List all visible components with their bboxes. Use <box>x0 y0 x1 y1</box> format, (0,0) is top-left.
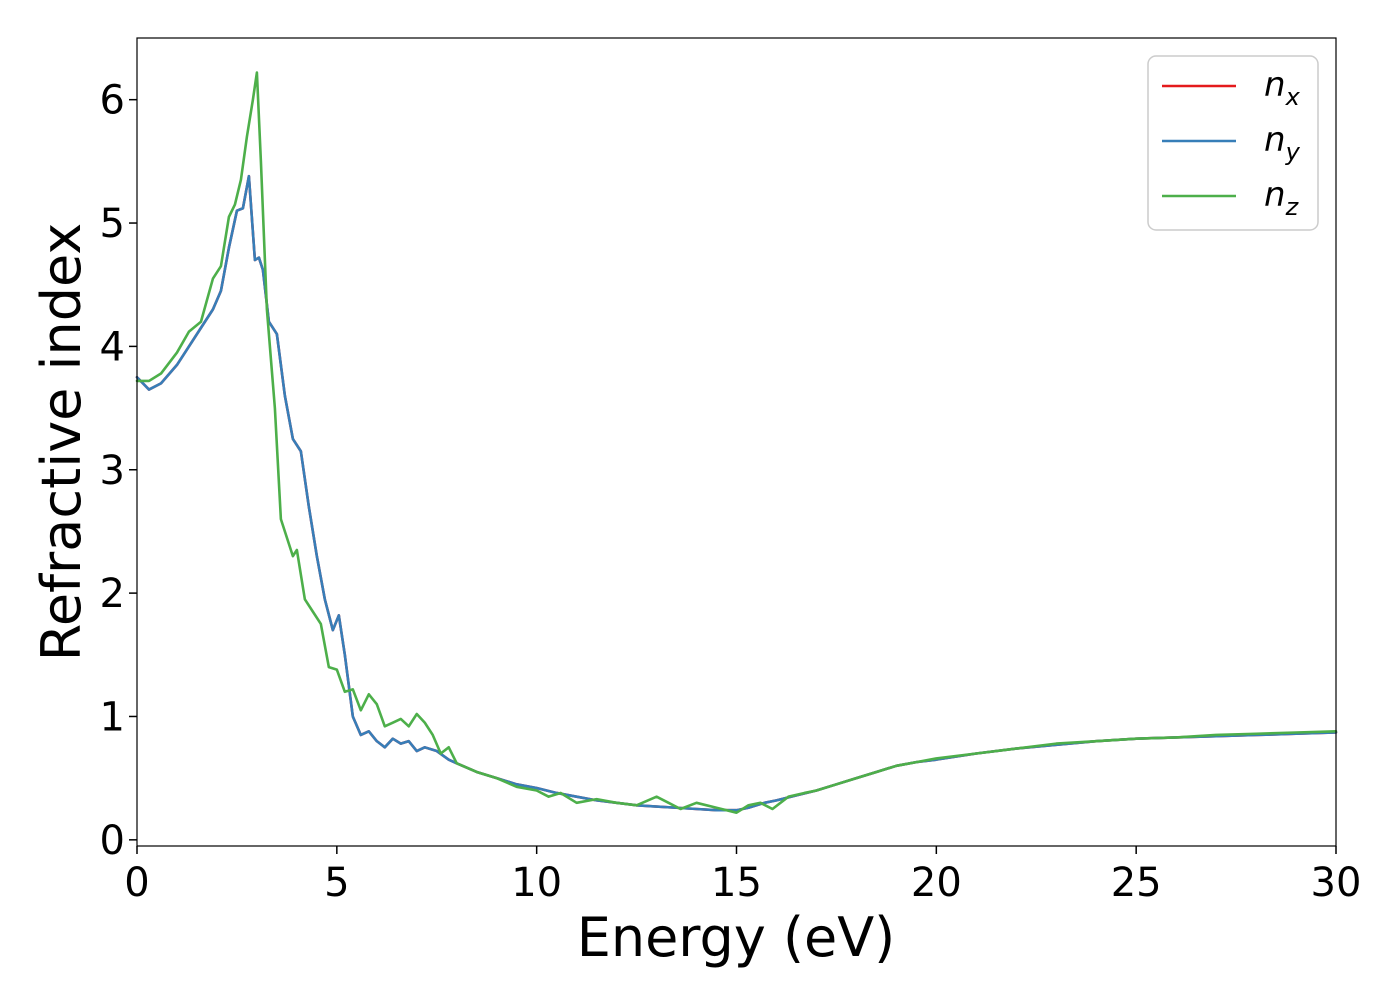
legend-label-subscript: y <box>1285 138 1301 166</box>
legend-label-nz: nz <box>1264 175 1300 221</box>
legend-label-subscript: z <box>1285 193 1300 221</box>
x-axis-ticks: 0 5 10 15 20 25 30 <box>124 846 1361 906</box>
x-tick-label: 0 <box>124 860 149 906</box>
series-layer <box>135 71 1338 814</box>
y-tick-label: 3 <box>100 448 125 494</box>
y-axis-label: Refractive index <box>30 223 93 662</box>
y-tick-label: 5 <box>100 201 125 247</box>
legend-label-ny: ny <box>1264 120 1301 166</box>
series-line-nz <box>135 71 1338 814</box>
y-tick-label: 6 <box>100 78 125 124</box>
x-tick-label: 10 <box>511 860 562 906</box>
y-tick-label: 4 <box>100 324 125 370</box>
legend-label-base: n <box>1264 120 1286 160</box>
x-tick-label: 15 <box>711 860 762 906</box>
y-tick-label: 1 <box>100 694 125 740</box>
x-tick-label: 25 <box>1111 860 1162 906</box>
y-tick-label: 2 <box>100 571 125 617</box>
x-tick-label: 30 <box>1311 860 1362 906</box>
x-axis-label: Energy (eV) <box>577 906 896 969</box>
legend-label-nx: nx <box>1264 65 1301 111</box>
y-tick-label: 0 <box>100 818 125 864</box>
x-tick-label: 20 <box>911 860 962 906</box>
legend-label-base: n <box>1264 65 1286 105</box>
legend-label-subscript: x <box>1285 83 1301 111</box>
y-axis-ticks: 0 1 2 3 4 5 6 <box>100 78 137 864</box>
legend-label-base: n <box>1264 175 1286 215</box>
x-tick-label: 5 <box>324 860 349 906</box>
legend-box <box>1147 55 1319 231</box>
plot-area <box>137 38 1336 846</box>
